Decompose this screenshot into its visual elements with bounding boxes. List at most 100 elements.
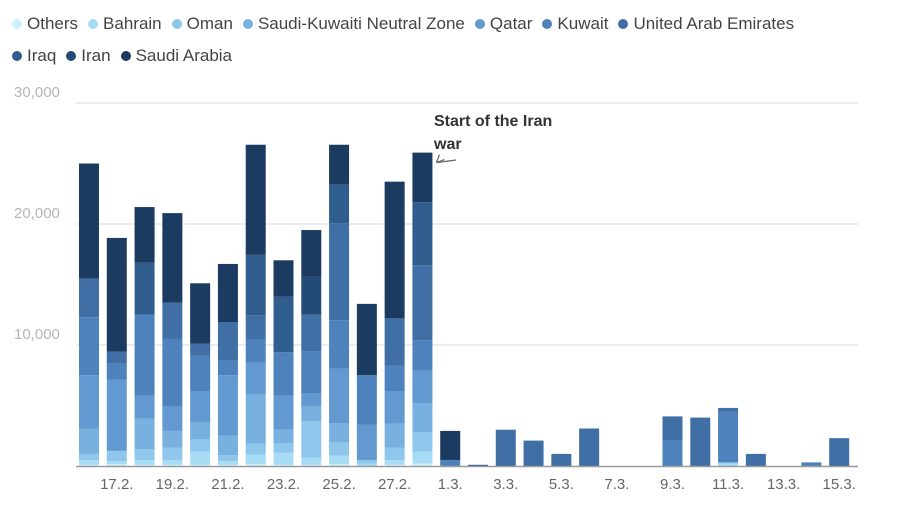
bar-segment [412,265,433,341]
bar-segment [356,303,377,376]
bar-segment [356,459,377,464]
legend-label: Bahrain [103,14,162,33]
annotation-arrowhead [435,154,445,164]
bar-segment [329,144,350,185]
legend-item: Others [12,14,78,34]
legend-swatch [120,51,131,61]
bar-segment [245,339,266,363]
legend-label: Iraq [27,46,57,65]
bar-segment [134,395,155,419]
x-tick-label: 3.3. [493,476,518,493]
bar-segment [412,463,433,466]
bar-segment [551,453,572,466]
bar-segment [79,459,99,465]
legend-label: Others [27,14,79,33]
bar-segment [412,340,433,371]
x-tick-label: 9.3. [660,476,685,493]
bar-segment [106,379,127,451]
legend-swatch [171,19,182,29]
x-tick-label: 19.2. [156,476,189,493]
bar-segment [162,464,183,466]
bar-segment [301,314,322,352]
bar-segment [245,362,266,395]
bar-segment [495,429,516,466]
bar-segment [217,435,238,456]
bar-segment [356,375,377,425]
legend-label: Oman [186,14,233,33]
bar-segment [134,449,155,460]
bar-segment [190,422,211,440]
bar-segment [245,144,266,255]
bar-segment [217,464,238,466]
legend-row: Others Bahrain Oman Saudi-Kuwaiti Neutral Z… [12,8,872,40]
bar-segment [162,338,183,407]
legend-swatch [88,19,99,29]
legend-label: Kuwait [557,14,609,33]
bar-segment [662,416,683,441]
legend-item: Kuwait [542,14,608,34]
bar-segment [412,432,433,452]
bar-segment [134,262,155,315]
bar-segment [384,447,405,460]
bar-segment [301,393,322,407]
legend-item: Iran [66,46,111,66]
bar-segment [134,459,155,465]
bar-segment [217,461,238,465]
bar-segment [829,438,850,466]
bar-segment [79,464,99,466]
legend-swatch [66,51,77,61]
bar-segment [329,223,350,321]
bar-segment [162,213,183,303]
x-tick-label: 13.3. [767,476,800,493]
bar-segment [523,440,544,466]
bar-segment [384,423,405,448]
bar-segment [273,429,294,444]
legend-label: Saudi Arabia [135,46,232,65]
bar-segment [329,368,350,424]
bar-segment [106,464,127,466]
bar-segment [217,455,238,462]
bar-segment [190,283,211,344]
x-tick-label: 11.3. [712,476,744,493]
legend-swatch [618,19,629,29]
bar-segment [329,442,350,456]
bar-segment [718,462,739,464]
bar-segment [245,454,266,465]
x-tick-label: 1.3. [438,476,463,493]
bar-segment [190,451,211,465]
bar-segment [384,459,405,465]
bar-segment [190,355,211,391]
bar-segment [440,459,461,466]
bar-segment [162,430,183,448]
x-tick-label: 5.3. [549,476,574,493]
bar-segment [579,428,600,466]
bar-segment [190,439,211,452]
bar-segment [273,352,294,396]
bar-segment [329,464,350,466]
x-tick-label: 23.2. [267,476,300,493]
legend-label: Saudi-Kuwaiti Neutral Zone [257,14,465,33]
bar-segment [162,459,183,465]
bar-segment [412,152,433,203]
y-tick-label: 20,000 [14,205,60,222]
legend-item: Qatar [474,14,532,34]
bar-segment [190,390,211,423]
bar-segment [162,302,183,339]
annotation-arrow [436,159,457,164]
bar-segment [79,317,99,376]
legend-label: United Arab Emirates [633,14,795,33]
bar-segment [412,451,433,464]
bar-segment [106,351,127,364]
x-tick-label: 7.3. [604,476,629,493]
bar-segment [329,423,350,443]
bar-segment [301,406,322,422]
bar-segment [301,421,322,458]
bar-segment [245,394,266,444]
bar-segment [384,365,405,391]
bar-segment [245,254,266,316]
legend-swatch [12,51,22,61]
x-tick-label: 15.3. [823,476,856,493]
bar-segment [79,428,99,454]
legend-row: Iraq Iran Saudi Arabia [12,40,872,72]
